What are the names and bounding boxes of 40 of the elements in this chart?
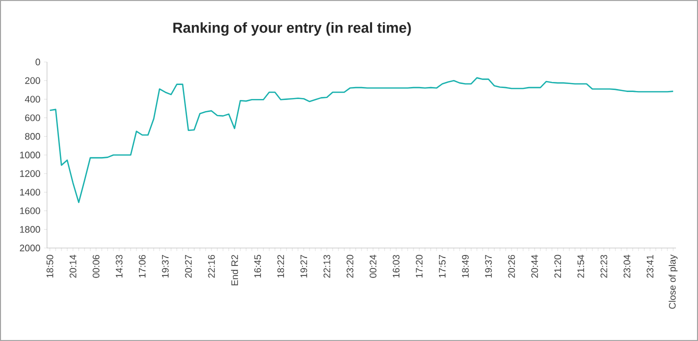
x-tick-label: 22:16: [208, 254, 215, 278]
x-tick-label: 17:20: [416, 254, 423, 278]
x-tick-label: 20:14: [70, 254, 76, 278]
y-tick-label: 400: [24, 96, 40, 103]
x-tick-label: 18:22: [277, 254, 284, 278]
x-tick-label: 23:20: [346, 254, 354, 278]
y-tick-label: 0: [36, 58, 40, 66]
x-tick-label: 19:27: [300, 254, 308, 278]
x-tick-label: End R2: [231, 255, 238, 286]
x-tick-label: 18:49: [462, 254, 469, 278]
x-tick-label: 22:23: [600, 254, 608, 278]
x-tick-label: 23:04: [624, 254, 630, 278]
x-tick-label: 16:45: [254, 254, 261, 278]
x-tick-label: 00:24: [370, 254, 376, 278]
x-tick-label: 20:26: [508, 254, 515, 278]
y-tick-label: 200: [25, 77, 40, 84]
x-tick-label: 23:41: [646, 254, 654, 278]
y-tick-label: 1000: [20, 152, 40, 158]
x-tick-label: 21:20: [554, 254, 562, 278]
y-tick-label: 800: [25, 133, 40, 140]
x-tick-label: 17:06: [138, 254, 146, 278]
x-tick-label: 00:06: [92, 254, 100, 278]
x-tick-label: 19:37: [162, 254, 169, 278]
y-tick-label: 1400: [20, 188, 40, 196]
y-tick-label: 600: [25, 114, 40, 122]
x-tick-label: Close of play: [668, 254, 678, 309]
x-tick-label: 17:57: [438, 254, 446, 278]
x-tick-label: 19:37: [485, 254, 492, 278]
x-tick-label: 20:44: [531, 254, 538, 278]
x-tick-label: 21:54: [577, 254, 584, 278]
x-tick-label: 20:27: [185, 254, 192, 278]
y-tick-label: 1600: [20, 207, 40, 214]
chart-title: Ranking of your entry (in real time): [173, 22, 411, 36]
x-tick-label: 18:50: [46, 254, 54, 278]
y-tick-label: 1200: [20, 170, 40, 177]
y-tick-label: 2000: [20, 244, 40, 252]
x-tick-label: 14:33: [116, 254, 122, 278]
x-tick-label: 22:13: [324, 254, 330, 278]
x-tick-label: 16:03: [392, 254, 400, 278]
y-tick-label: 1800: [20, 226, 40, 233]
